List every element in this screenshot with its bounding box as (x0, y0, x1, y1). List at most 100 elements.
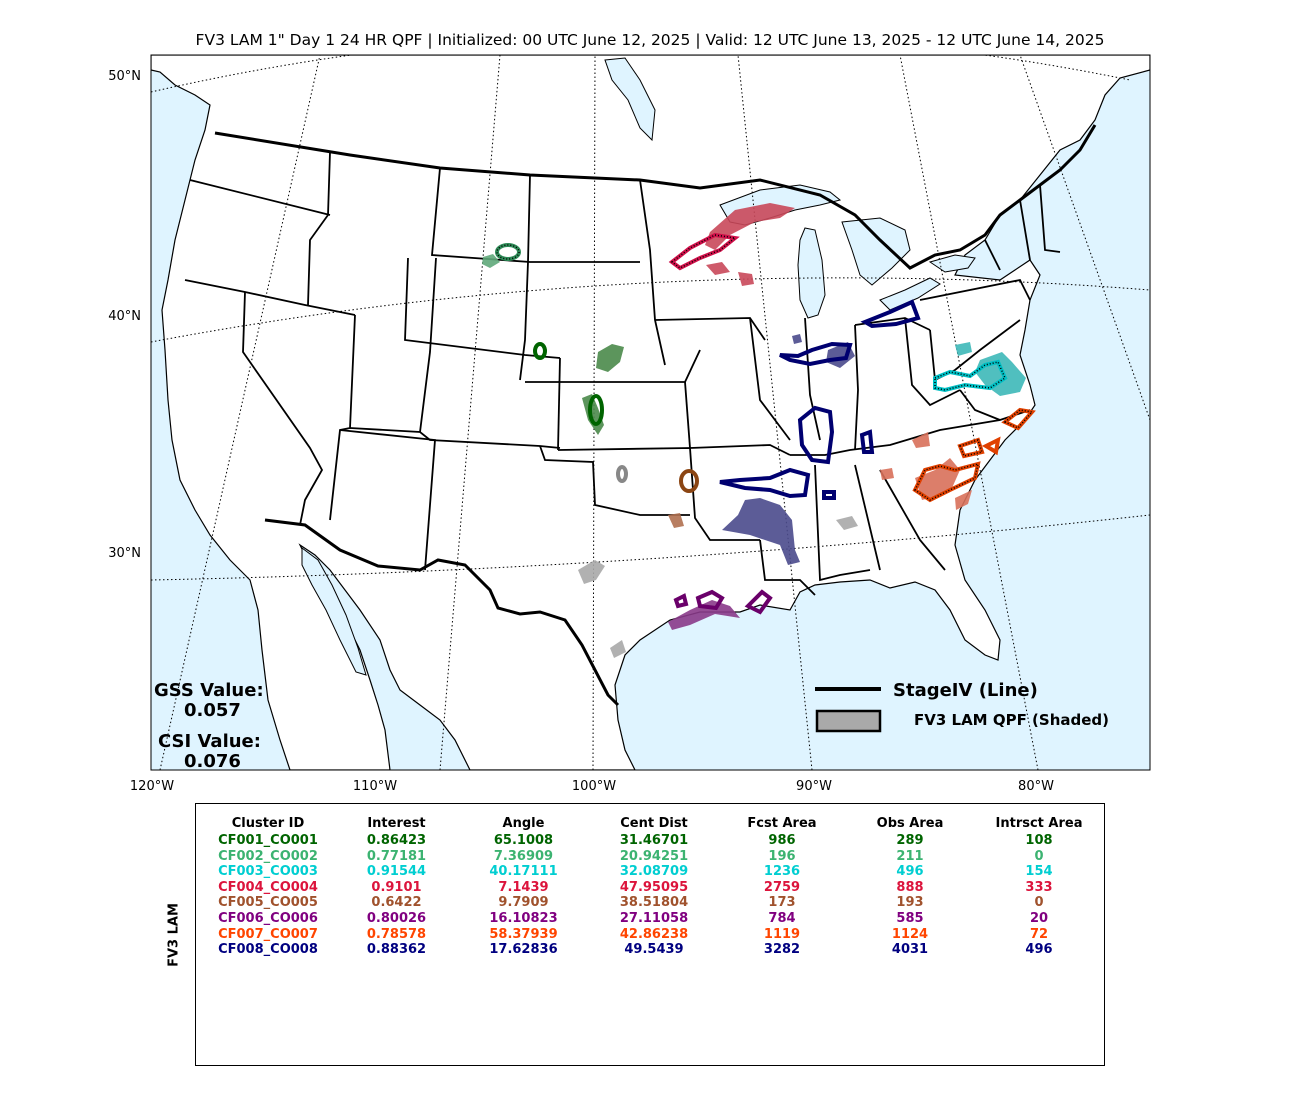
lake-huron (841, 217, 911, 286)
table-cell: 0 (1034, 895, 1044, 911)
table-row: CF005_CO005 0.6422 9.7909 38.51804 173 193 0 (200, 895, 1104, 911)
col-header-fcst-area: Fcst Area (747, 815, 817, 831)
table-cell: 1236 (763, 864, 801, 880)
table-cell: 31.46701 (619, 833, 689, 848)
table-cell: 211 (896, 848, 924, 864)
fcst-cf002 (482, 254, 500, 268)
table-cell: 7.36909 (493, 848, 554, 864)
lon-label-90: 90°W (796, 779, 832, 794)
table-cell: 0.88362 (366, 942, 427, 958)
table-cell: 58.37939 (489, 926, 558, 942)
table-cell: 27.11058 (619, 910, 689, 926)
legend-shaded-swatch (815, 709, 882, 733)
table-cell: 108 (1025, 833, 1053, 848)
table-cell: 196 (768, 848, 796, 864)
lon-label-100: 100°W (572, 779, 616, 794)
obs-cf001-b (588, 394, 604, 426)
table-cell: 193 (896, 895, 924, 911)
csi-label: CSI Value: (158, 731, 261, 752)
lon-label-110: 110°W (353, 779, 397, 794)
obs-contours (495, 232, 1036, 615)
gss-value: 0.057 (184, 700, 241, 721)
table-row: CF002_CO002 0.77181 7.36909 20.94251 196 211 0 (200, 849, 1104, 865)
obs-cf008 (719, 299, 921, 500)
table-cell: 0.9101 (371, 879, 422, 895)
fcst-cf008 (722, 498, 800, 565)
state-boundaries (184, 151, 1061, 596)
table-cell: CF008_CO008 (218, 942, 318, 958)
table-cell: 496 (896, 864, 924, 880)
table-cell: 49.5439 (624, 942, 684, 958)
table-row: CF007_CO007 0.78578 58.37939 42.86238 1119 11… (200, 927, 1104, 943)
table-cell: 17.62836 (489, 942, 558, 958)
table-cell: CF003_CO003 (218, 864, 318, 880)
fcst-cf006 (668, 600, 740, 630)
table-cell: 4031 (891, 942, 929, 958)
table-side-label: FV3 LAM (166, 903, 182, 967)
table-cell: CF001_CO001 (218, 833, 318, 848)
table-row: CF006_CO006 0.80026 16.10823 27.11058 784 585… (200, 911, 1104, 927)
legend-shaded-label: FV3 LAM QPF (Shaded) (914, 711, 1109, 729)
table-cell: 65.1008 (493, 833, 554, 848)
table-row: CF008_CO008 0.88362 17.62836 49.5439 3282 403… (200, 942, 1104, 958)
table-cell: 16.10823 (489, 910, 558, 926)
obs-cf001-a (533, 342, 547, 360)
obs-cf005-grey (616, 465, 628, 483)
stats-table-box (195, 803, 1105, 1066)
table-cell: 0.78578 (366, 926, 427, 942)
gss-label: GSS Value: (154, 680, 264, 701)
fcst-cf007-d (955, 490, 972, 510)
table-row: CF004_CO004 0.9101 7.1439 47.95095 2759 888 33… (200, 880, 1104, 896)
table-cell: CF004_CO004 (218, 879, 318, 895)
table-cell: 585 (896, 910, 924, 926)
table-cell: 986 (768, 833, 796, 848)
table-cell: 7.1439 (498, 879, 549, 895)
obs-cf006 (673, 589, 773, 615)
col-header-intrsct-area: Intrsct Area (995, 815, 1083, 831)
lake-ontario (928, 254, 976, 273)
fcst-cf001 (596, 344, 624, 372)
gulf-of-california (301, 547, 367, 676)
table-row: CF003_CO003 0.91544 40.17111 32.08709 1236 49… (200, 864, 1104, 880)
table-row: CF001_CO001 0.86423 65.1008 31.46701 986 289 1… (200, 833, 1104, 849)
table-header-row: Cluster ID Interest Angle Cent Dist Fcst… (200, 813, 1104, 833)
fcst-cf007 (912, 432, 930, 448)
table-cell: 496 (1025, 942, 1053, 958)
table-cell: 784 (768, 910, 796, 926)
fcst-cf005 (668, 513, 684, 528)
table-cell: CF002_CO002 (218, 848, 318, 864)
table-cell: CF005_CO005 (218, 895, 318, 911)
fcst-cf004-b (706, 262, 730, 275)
table-cell: 1124 (891, 926, 929, 942)
table-cell: 0.77181 (366, 848, 427, 864)
col-header-interest: Interest (367, 815, 426, 831)
table-cell: 47.95095 (619, 879, 689, 895)
table-cell: 0.91544 (366, 864, 427, 880)
lat-label-40: 40°N (108, 309, 141, 324)
table-cell: 42.86238 (619, 926, 689, 942)
table-cell: 0.80026 (366, 910, 427, 926)
table-cell: 0.6422 (371, 895, 422, 911)
lat-label-30: 30°N (108, 546, 141, 561)
table-cell: CF007_CO007 (218, 926, 318, 942)
lake-michigan (797, 227, 826, 319)
table-cell: 3282 (763, 942, 801, 958)
table-cell: CF006_CO006 (218, 910, 318, 926)
obs-cf007 (912, 407, 1036, 503)
table-cell: 20 (1029, 910, 1049, 926)
table-cell: 0 (1034, 848, 1044, 864)
lat-label-50: 50°N (108, 69, 141, 84)
table-cell: 32.08709 (619, 864, 689, 880)
table-cell: 0.86423 (366, 833, 427, 848)
canada-us-border (214, 124, 1097, 270)
fcst-cf004 (705, 203, 795, 250)
csi-value: 0.076 (184, 751, 241, 772)
table-cell: 38.51804 (619, 895, 689, 911)
table-cell: 888 (896, 879, 924, 895)
fcst-cf004-c (738, 272, 754, 286)
legend-line-label: StageIV (Line) (893, 680, 1038, 701)
table-cell: 72 (1029, 926, 1049, 942)
table-body: CF001_CO001 0.86423 65.1008 31.46701 986 289 1… (200, 833, 1104, 958)
forecast-map: StageIV (Line) FV3 LAM QPF (Shaded) GSS … (108, 54, 1151, 794)
lon-label-80: 80°W (1018, 779, 1054, 794)
